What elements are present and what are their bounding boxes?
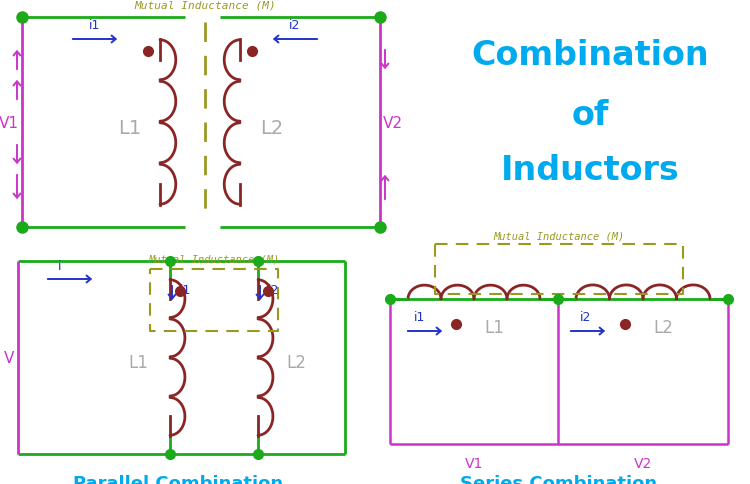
Text: Mutual Inductance (M): Mutual Inductance (M)	[148, 255, 280, 264]
Text: V1: V1	[465, 456, 483, 470]
Text: L2: L2	[286, 354, 306, 372]
Text: i: i	[58, 259, 62, 272]
Text: L1: L1	[118, 118, 142, 137]
Text: V1: V1	[0, 115, 19, 130]
Text: i2: i2	[580, 310, 592, 323]
Text: L2: L2	[260, 118, 284, 137]
Text: Parallel Combination: Parallel Combination	[73, 474, 283, 484]
Text: L2: L2	[653, 318, 673, 336]
Text: Inductors: Inductors	[501, 153, 680, 186]
Text: i1: i1	[180, 283, 191, 296]
Text: Combination: Combination	[471, 38, 709, 71]
Text: Series Combination: Series Combination	[460, 474, 658, 484]
Text: i1: i1	[414, 310, 426, 323]
Text: i1: i1	[89, 19, 101, 32]
Text: of: of	[572, 98, 609, 131]
Text: V2: V2	[383, 115, 403, 130]
Text: V: V	[4, 350, 14, 365]
Text: Mutual Inductance (M): Mutual Inductance (M)	[134, 0, 276, 10]
Text: L1: L1	[128, 354, 148, 372]
Text: i2: i2	[290, 19, 301, 32]
Text: L1: L1	[484, 318, 504, 336]
Text: V2: V2	[634, 456, 652, 470]
Text: i2: i2	[268, 283, 279, 296]
Text: Mutual Inductance (M): Mutual Inductance (M)	[494, 230, 625, 241]
